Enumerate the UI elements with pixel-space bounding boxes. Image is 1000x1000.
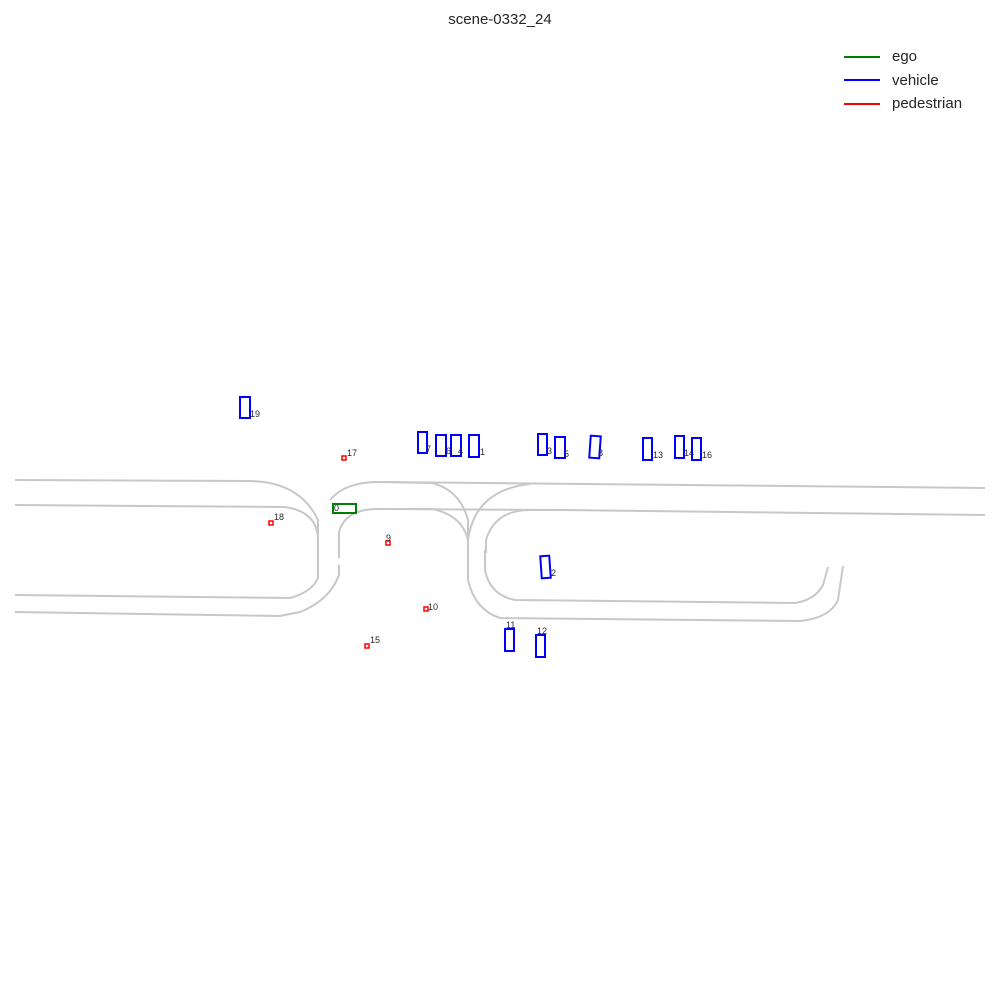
ego-box-0 [332,503,357,514]
scene-title: scene-0332_24 [448,11,552,28]
agent-id-label-1: 1 [480,447,485,457]
pedestrian-box-18 [268,520,274,526]
road-lane-8 [484,550,829,605]
agent-id-label-7: 7 [426,444,431,454]
road-lane-3 [14,565,340,618]
vehicle-agent-16: 16 [691,437,712,461]
road-lane-9 [485,509,563,553]
vehicle-box-11 [504,628,515,652]
legend-entry-ego: ego [840,45,990,69]
vehicle-box-4 [450,434,462,457]
agent-id-label-11: 11 [506,620,515,630]
vehicle-box-16 [691,437,702,461]
pedestrian-box-15 [364,643,370,649]
vehicle-agent-3: 3 [537,433,552,456]
vehicle-agent-11: 11 [504,620,515,652]
agent-id-label-19: 19 [250,409,260,419]
vehicle-box-3 [537,433,548,456]
vehicle-box-12 [535,634,546,658]
agent-id-label-8: 8 [598,448,603,458]
vehicle-agent-1: 1 [468,434,485,458]
vehicle-box-5 [554,436,566,459]
legend: ego vehicle pedestrian [840,45,990,116]
agent-id-label-17: 17 [347,448,357,458]
pedestrian-box-10 [423,606,429,612]
road-lane-4 [14,565,319,600]
agent-id-label-0: 0 [334,503,339,513]
agent-id-label-5: 5 [564,449,569,459]
agent-id-label-3: 3 [547,446,552,456]
vehicle-agent-12: 12 [535,626,547,658]
vehicle-agent-8: 8 [588,434,603,460]
vehicle-box-6 [435,434,447,457]
vehicle-box-19 [239,396,251,419]
agent-id-label-2: 2 [551,568,556,578]
vehicle-agent-5: 5 [554,436,569,459]
vehicle-box-1 [468,434,480,458]
vehicle-agent-2: 2 [539,554,556,580]
road-lane-1 [14,504,319,541]
vehicle-box-8 [588,434,602,460]
agent-id-label-15: 15 [370,635,380,645]
vehicle-agent-4: 4 [450,434,463,457]
legend-label-vehicle: vehicle [892,71,939,89]
agent-id-label-14: 14 [684,448,694,458]
road-lane-2 [338,508,376,558]
pedestrian-agent-9: 9 [385,533,391,546]
agent-id-label-9: 9 [386,533,391,543]
vehicle-agent-14: 14 [674,435,694,459]
legend-line-vehicle [844,79,880,82]
vehicle-agent-19: 19 [239,396,260,419]
vehicle-agent-13: 13 [642,437,663,461]
vehicle-box-13 [642,437,653,461]
agent-id-label-6: 6 [446,446,451,456]
road-lane-13 [374,508,564,511]
pedestrian-box-9 [385,540,391,546]
agent-id-label-4: 4 [458,446,463,456]
road-lane-11 [377,481,986,489]
pedestrian-box-17 [341,455,347,461]
agent-id-label-16: 16 [702,450,712,460]
legend-label-pedestrian: pedestrian [892,95,963,113]
legend-label-ego: ego [892,48,918,66]
ego-agent-0: 0 [332,503,357,514]
pedestrian-agent-10: 10 [423,602,438,612]
agent-id-label-18: 18 [274,512,284,522]
legend-entry-vehicle: vehicle [840,69,990,93]
legend-line-ego [844,55,880,58]
vehicle-box-14 [674,435,685,459]
legend-entry-pedestrian: pedestrian [840,92,990,116]
vehicle-agent-6: 6 [435,434,451,457]
agent-id-label-13: 13 [653,450,663,460]
road-lanes [14,479,986,623]
road-lane-7 [467,520,844,623]
vehicle-agent-7: 7 [417,431,431,454]
pedestrian-agent-17: 17 [341,448,357,461]
legend-line-pedestrian [844,102,880,105]
agent-id-label-12: 12 [537,626,547,636]
pedestrian-agent-18: 18 [268,512,284,526]
pedestrian-agent-15: 15 [364,635,380,649]
road-lane-10 [467,483,531,555]
agent-id-label-10: 10 [428,602,438,612]
road-lane-12 [562,509,986,516]
vehicle-box-2 [539,554,552,580]
road-lane-0 [14,479,319,565]
vehicle-box-7 [417,431,428,454]
